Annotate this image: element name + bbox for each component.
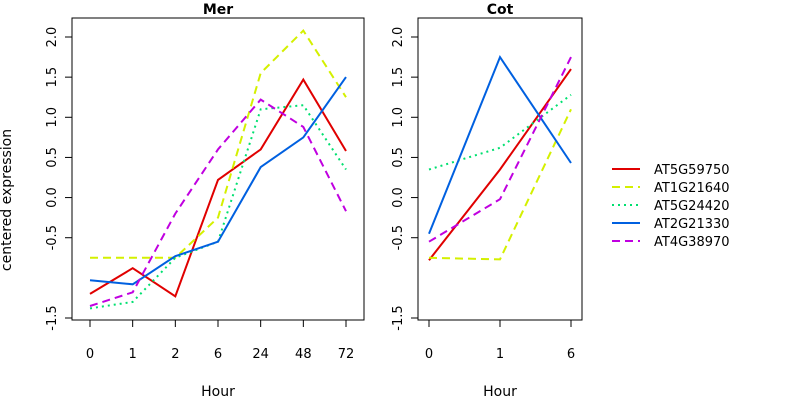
x-axis-label: Hour	[201, 384, 235, 400]
series-line-at5g24420	[428, 93, 572, 171]
legend-label: AT5G59750	[654, 163, 730, 178]
x-tick-label: 72	[338, 347, 355, 362]
legend: AT5G59750 AT1G21640 AT5G24420 AT2G21330 AT4G…	[612, 163, 730, 250]
panel-title: Cot	[487, 2, 514, 18]
x-tick-label: 1	[496, 347, 504, 362]
chart-panels: Mer -1.5 -0.5 0.0 0.5 1.0 1.5 2.0 0 1 2 6 24 48 72 Hour…	[45, 2, 583, 400]
x-tick-label: 24	[252, 347, 269, 362]
legend-item: AT5G24420	[612, 199, 730, 214]
y-tick-label: -1.5	[391, 305, 406, 330]
series-line-at5g24420	[89, 104, 347, 310]
x-tick-label: 48	[295, 347, 312, 362]
legend-item: AT1G21640	[612, 181, 730, 196]
legend-item: AT4G38970	[612, 235, 730, 250]
y-tick-label: 0.5	[45, 147, 60, 168]
y-tick-label: 2.0	[391, 27, 406, 48]
series-line-at5g59750	[89, 77, 347, 298]
x-tick-label: 6	[567, 347, 575, 362]
y-tick-label: -0.5	[45, 225, 60, 250]
legend-label: AT1G21640	[654, 181, 730, 196]
legend-label: AT5G24420	[654, 199, 730, 214]
panel-cot: Cot -1.5 -0.5 0.0 0.5 1.0 1.5 2.0 0 1 6 Hour	[391, 2, 583, 400]
y-tick-label: 1.5	[45, 67, 60, 88]
legend-label: AT4G38970	[654, 235, 730, 250]
y-tick-label: -1.5	[45, 305, 60, 330]
series-line-at4g38970	[428, 56, 572, 243]
series-line-at4g38970	[89, 98, 347, 307]
plot-frame	[71, 17, 365, 321]
y-tick-label: 1.5	[391, 67, 406, 88]
y-tick-label: 0.5	[391, 147, 406, 168]
y-tick-label: 0.0	[45, 187, 60, 208]
series-line-at5g59750	[428, 68, 572, 261]
series-line-at1g21640	[90, 29, 347, 259]
series-line-at2g21330	[89, 76, 347, 286]
x-tick-label: 2	[171, 347, 179, 362]
y-axis-label: centered expression	[0, 129, 15, 271]
y-tick-label: 1.0	[391, 107, 406, 128]
y-tick-label: 0.0	[391, 187, 406, 208]
x-axis-label: Hour	[483, 384, 517, 400]
x-tick-label: 1	[129, 347, 137, 362]
series-line-at1g21640	[428, 108, 572, 261]
x-tick-label: 0	[425, 347, 433, 362]
x-tick-label: 6	[214, 347, 222, 362]
legend-label: AT2G21330	[654, 217, 730, 232]
y-tick-label: -0.5	[391, 225, 406, 250]
panel-mer: Mer -1.5 -0.5 0.0 0.5 1.0 1.5 2.0 0 1 2 6 24 48 72 Hour	[45, 2, 365, 400]
panel-title: Mer	[203, 2, 233, 18]
y-tick-label: 2.0	[45, 27, 60, 48]
y-tick-label: 1.0	[45, 107, 60, 128]
x-tick-label: 0	[86, 347, 94, 362]
legend-item: AT2G21330	[612, 217, 730, 232]
series-line-at2g21330	[428, 54, 572, 235]
legend-item: AT5G59750	[612, 163, 730, 178]
